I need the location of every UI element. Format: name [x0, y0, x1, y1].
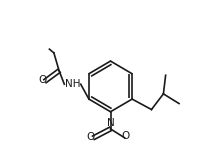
Text: O: O [38, 75, 46, 86]
Text: O: O [121, 131, 130, 141]
Text: N: N [107, 118, 115, 128]
Text: NH: NH [65, 79, 80, 89]
Text: O: O [86, 132, 94, 142]
